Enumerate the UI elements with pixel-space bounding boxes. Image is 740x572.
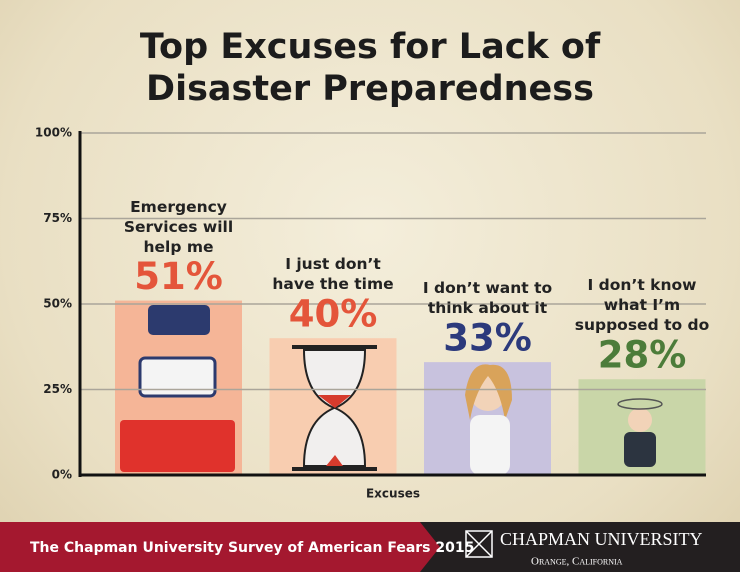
y-tick-label: 0% (52, 468, 72, 482)
person-icon (465, 364, 512, 475)
value-label: 40% (289, 293, 378, 336)
footer-location: Orange, California (531, 556, 623, 568)
footer-band (0, 522, 440, 572)
y-tick-label: 100% (35, 126, 72, 140)
category-label: I don’t want to think about it (422, 279, 553, 318)
footer-university: CHAPMAN UNIVERSITY (500, 529, 703, 549)
hourglass-icon (292, 345, 377, 471)
footer-survey: The Chapman University Survey of America… (30, 540, 474, 556)
x-axis-label: Excuses (366, 487, 420, 501)
businessman-icon (617, 398, 663, 467)
vehicles-icon (120, 305, 235, 472)
category-label: I just don’t have the time (272, 255, 394, 294)
logo-mark (465, 530, 493, 558)
category-label: I don’t know what I’m supposed to do (574, 276, 710, 335)
category-label: Emergency Services will help me (123, 197, 234, 256)
y-tick-label: 75% (43, 211, 72, 225)
y-tick-label: 25% (43, 382, 72, 396)
y-tick-label: 50% (43, 297, 72, 311)
value-label: 28% (598, 334, 687, 377)
chart-title: Top Excuses for Lack of Disaster Prepare… (139, 27, 601, 109)
logo-mark (465, 530, 493, 558)
value-label: 51% (134, 255, 223, 298)
value-label: 33% (443, 317, 532, 360)
